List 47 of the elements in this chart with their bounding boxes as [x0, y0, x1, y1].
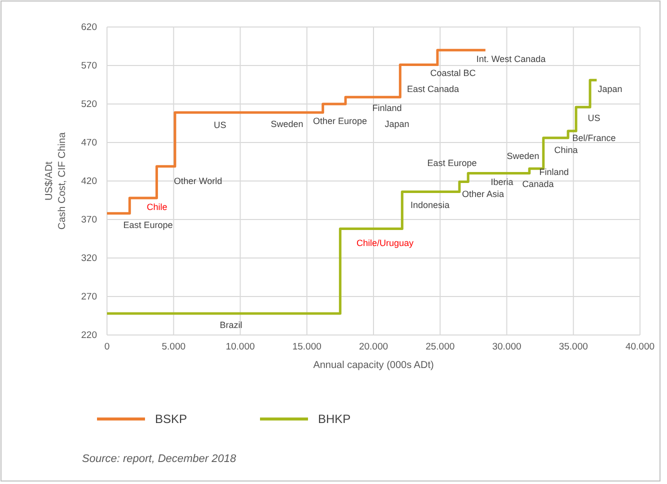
annotation: Indonesia	[410, 200, 450, 210]
y-tick-label: 320	[81, 253, 97, 264]
annotation: Other Asia	[462, 189, 504, 200]
x-tick-label: 0	[104, 342, 110, 353]
source-note: Source: report, December 2018	[82, 453, 237, 465]
x-tick-label: 25.000	[426, 342, 455, 353]
y-tick-label: 520	[81, 99, 97, 110]
x-tick-label: 35.000	[558, 342, 588, 353]
annotation: Finland	[372, 103, 402, 114]
y-tick-label: 570	[81, 60, 97, 72]
annotation: Other World	[174, 176, 222, 186]
annotation: Coastal BC	[430, 68, 476, 78]
x-tick-label: 5.000	[162, 342, 186, 353]
annotation: Brazil	[220, 320, 242, 330]
annotation: East Europe	[123, 220, 173, 230]
annotation: Sweden	[270, 119, 304, 130]
x-axis-title: Annual capacity (000s ADt)	[313, 360, 434, 371]
annotation: Canada	[522, 179, 554, 190]
annotation: US	[214, 120, 226, 130]
legend-label: BHKP	[318, 412, 351, 426]
annotation: Int. West Canada	[476, 54, 546, 64]
annotation: Finland	[539, 167, 569, 178]
annotation: Iberia	[490, 177, 514, 188]
y-tick-label: 270	[81, 292, 97, 303]
annotation: East Europe	[427, 158, 477, 168]
x-tick-label: 10.000	[226, 342, 255, 353]
annotation: Other Europe	[312, 116, 368, 126]
y-axis-title: US$/ADt Cash Cost, CIF China	[44, 132, 68, 230]
annotation: Chile	[146, 202, 168, 212]
x-tick-label: 30.000	[492, 342, 522, 353]
x-tick-label: 40.000	[625, 342, 655, 353]
y-tick-label: 470	[81, 138, 97, 149]
annotation: US	[588, 113, 600, 124]
x-tick-label: 15.000	[292, 342, 322, 353]
y-tick-label: 420	[81, 176, 97, 188]
legend-label: BSKP	[155, 412, 188, 426]
annotation: Japan	[384, 119, 410, 130]
annotation: East Canada	[406, 84, 460, 94]
annotation: Chile/Uruguay	[356, 238, 414, 248]
y-tick-label: 220	[81, 330, 97, 342]
annotation: China	[554, 145, 578, 156]
y-tick-label: 370	[81, 214, 97, 226]
annotation: Japan	[598, 84, 622, 94]
annotation: Sweden	[506, 151, 540, 162]
annotation: Bel/France	[572, 133, 616, 144]
y-tick-label: 620	[81, 22, 97, 34]
x-tick-label: 20.000	[358, 342, 388, 353]
